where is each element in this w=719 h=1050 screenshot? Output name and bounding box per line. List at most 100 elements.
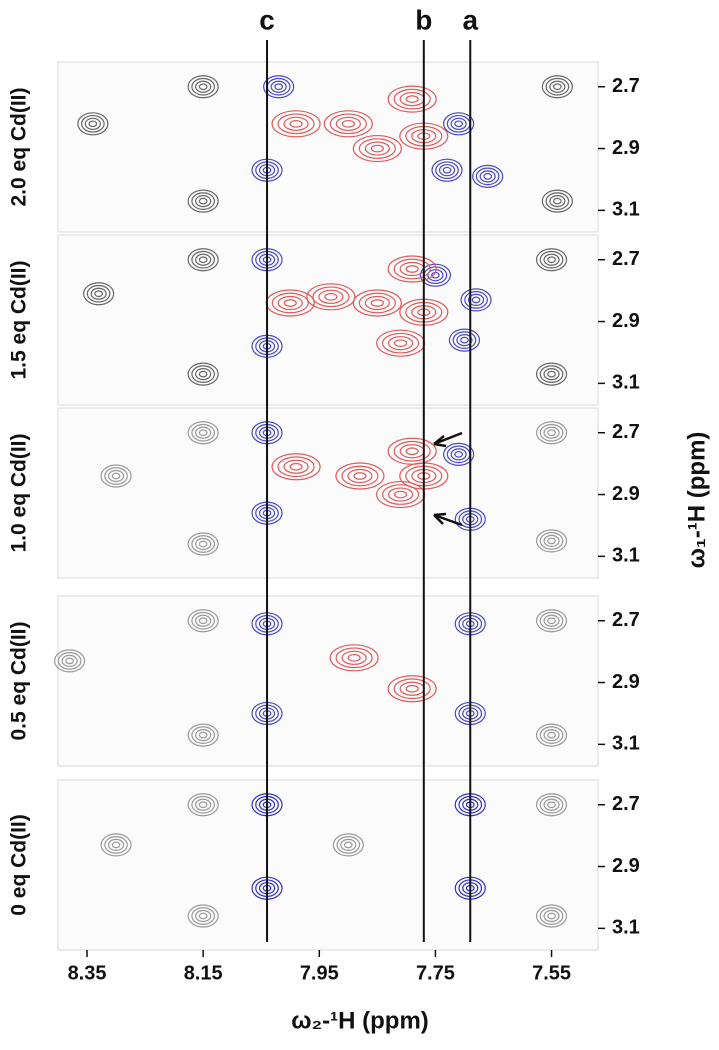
contour-ring bbox=[100, 833, 132, 857]
contour-ring bbox=[387, 437, 437, 465]
contour-ring bbox=[370, 144, 384, 153]
y-tick-label: 2.7 bbox=[612, 609, 640, 631]
contour-ring bbox=[460, 288, 492, 312]
contour-ring bbox=[277, 456, 315, 478]
peak bbox=[472, 164, 504, 188]
contour-ring bbox=[543, 728, 560, 742]
contour-ring bbox=[191, 795, 216, 814]
contour-ring bbox=[195, 798, 212, 811]
contour-ring bbox=[77, 112, 109, 136]
contour-ring bbox=[187, 532, 219, 556]
contour-ring bbox=[107, 469, 125, 483]
contour-ring bbox=[543, 798, 560, 811]
y-tick-label: 2.9 bbox=[612, 855, 640, 877]
contour-ring bbox=[387, 336, 414, 351]
contour-ring bbox=[271, 453, 321, 481]
contour-ring bbox=[191, 192, 216, 210]
reference-label: a bbox=[462, 4, 478, 35]
contour-ring bbox=[191, 365, 216, 383]
contour-ring bbox=[483, 173, 493, 180]
contour-ring bbox=[191, 423, 216, 442]
y-tick-label: 2.9 bbox=[612, 671, 640, 693]
contour-ring bbox=[332, 833, 364, 857]
contour-ring bbox=[65, 657, 74, 665]
panel-title: 1.5 eq Cd(II) bbox=[8, 260, 31, 379]
panel-title: 0.5 eq Cd(II) bbox=[8, 621, 31, 740]
contour-ring bbox=[454, 451, 463, 458]
contour-ring bbox=[187, 75, 219, 99]
y-tick-label: 2.7 bbox=[612, 793, 640, 815]
contour-ring bbox=[104, 836, 128, 854]
contour-ring bbox=[431, 158, 463, 182]
contour-ring bbox=[329, 113, 367, 135]
contour-ring bbox=[198, 801, 208, 809]
contour-ring bbox=[341, 119, 355, 128]
x-tick-label: 7.75 bbox=[416, 962, 455, 984]
y-tick-label: 2.9 bbox=[612, 483, 640, 505]
contour-ring bbox=[427, 269, 444, 282]
contour-ring bbox=[539, 250, 564, 269]
peak bbox=[187, 421, 219, 445]
peak bbox=[271, 110, 321, 138]
y-tick-label: 3.1 bbox=[612, 545, 640, 567]
contour-ring bbox=[111, 841, 121, 849]
contour-ring bbox=[435, 161, 459, 180]
contour-ring bbox=[370, 299, 384, 307]
contour-ring bbox=[195, 426, 212, 439]
contour-ring bbox=[187, 248, 219, 272]
y-tick-label: 2.9 bbox=[612, 137, 640, 159]
contour-ring bbox=[198, 617, 208, 625]
peak bbox=[100, 464, 132, 488]
reference-label: b bbox=[415, 4, 432, 35]
contour-ring bbox=[187, 793, 219, 817]
peak bbox=[419, 263, 452, 287]
panel bbox=[57, 595, 599, 767]
contour-ring bbox=[543, 614, 560, 627]
contour-ring bbox=[198, 912, 208, 920]
contour-ring bbox=[475, 167, 500, 186]
x-tick-label: 8.35 bbox=[68, 962, 107, 984]
peak bbox=[335, 462, 385, 490]
peak bbox=[329, 644, 379, 672]
contour-ring bbox=[283, 459, 309, 474]
contour-ring bbox=[393, 258, 431, 280]
contour-ring bbox=[195, 614, 212, 627]
contour-ring bbox=[187, 189, 219, 213]
peak bbox=[271, 453, 321, 481]
contour-ring bbox=[111, 472, 121, 480]
contour-ring bbox=[198, 731, 208, 739]
contour-ring bbox=[539, 365, 564, 383]
peak bbox=[535, 421, 568, 445]
contour-ring bbox=[549, 80, 566, 93]
y-tick-label: 3.1 bbox=[612, 733, 640, 755]
contour-ring bbox=[352, 134, 402, 163]
contour-ring bbox=[289, 462, 303, 471]
contour-ring bbox=[438, 164, 456, 177]
peak bbox=[535, 723, 568, 747]
peak bbox=[375, 329, 426, 357]
peak bbox=[387, 675, 437, 703]
peak bbox=[535, 609, 568, 633]
contour-ring bbox=[535, 529, 568, 553]
contour-ring bbox=[198, 370, 208, 378]
panel-title: 2.0 eq Cd(II) bbox=[8, 87, 31, 206]
arrows bbox=[433, 431, 463, 527]
peak bbox=[541, 189, 573, 213]
contour-ring bbox=[283, 299, 297, 307]
peak bbox=[460, 288, 492, 312]
contour-ring bbox=[547, 256, 556, 264]
peak bbox=[54, 649, 86, 673]
contour-ring bbox=[191, 907, 216, 925]
y-tick-label: 2.7 bbox=[612, 248, 640, 270]
peak bbox=[535, 793, 568, 817]
contour-ring bbox=[539, 611, 564, 630]
x-tick-label: 8.15 bbox=[184, 962, 223, 984]
contour-ring bbox=[88, 120, 98, 128]
contour-ring bbox=[549, 194, 566, 208]
peak bbox=[187, 609, 219, 633]
y-tick-label: 2.9 bbox=[612, 310, 640, 332]
contour-ring bbox=[198, 83, 208, 91]
contour-ring bbox=[450, 117, 467, 130]
